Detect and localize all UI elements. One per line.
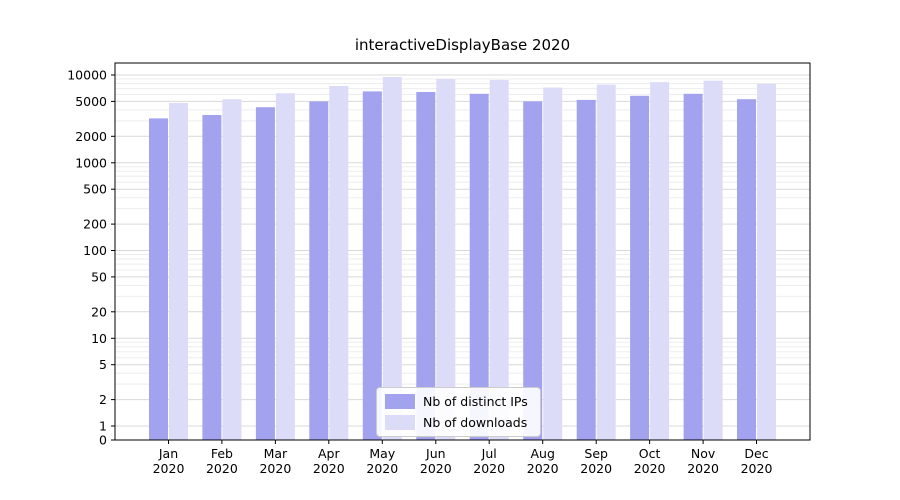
svg-text:2020: 2020 xyxy=(366,461,398,476)
legend-label-distinct-ips: Nb of distinct IPs xyxy=(423,394,528,409)
svg-text:2020: 2020 xyxy=(259,461,291,476)
svg-text:1000: 1000 xyxy=(75,155,107,170)
svg-text:Oct: Oct xyxy=(639,446,661,461)
svg-text:Dec: Dec xyxy=(744,446,768,461)
svg-text:500: 500 xyxy=(83,182,107,197)
svg-text:Mar: Mar xyxy=(264,446,288,461)
svg-text:50: 50 xyxy=(91,269,107,284)
svg-text:2020: 2020 xyxy=(473,461,505,476)
svg-text:Nov: Nov xyxy=(691,446,716,461)
svg-text:10000: 10000 xyxy=(67,68,107,83)
svg-text:2020: 2020 xyxy=(741,461,773,476)
svg-text:2020: 2020 xyxy=(313,461,345,476)
svg-text:5000: 5000 xyxy=(75,94,107,109)
svg-text:2020: 2020 xyxy=(527,461,559,476)
svg-text:Sep: Sep xyxy=(584,446,608,461)
svg-text:20: 20 xyxy=(91,304,107,319)
svg-text:100: 100 xyxy=(83,243,107,258)
svg-text:Jul: Jul xyxy=(481,446,497,461)
legend: Nb of distinct IPs Nb of downloads xyxy=(376,387,541,437)
svg-text:Jan: Jan xyxy=(158,446,178,461)
svg-text:Aug: Aug xyxy=(530,446,554,461)
legend-item-distinct-ips: Nb of distinct IPs xyxy=(385,394,528,409)
legend-swatch-downloads xyxy=(385,415,415,430)
legend-item-downloads: Nb of downloads xyxy=(385,415,528,430)
svg-text:2000: 2000 xyxy=(75,129,107,144)
legend-label-downloads: Nb of downloads xyxy=(423,415,528,430)
svg-text:2020: 2020 xyxy=(580,461,612,476)
svg-text:0: 0 xyxy=(99,433,107,448)
svg-text:2: 2 xyxy=(99,392,107,407)
svg-text:Feb: Feb xyxy=(211,446,233,461)
svg-text:Apr: Apr xyxy=(318,446,340,461)
svg-text:May: May xyxy=(369,446,395,461)
svg-text:2020: 2020 xyxy=(206,461,238,476)
svg-text:2020: 2020 xyxy=(420,461,452,476)
svg-text:1: 1 xyxy=(99,419,107,434)
legend-swatch-distinct-ips xyxy=(385,394,415,409)
chart-title: interactiveDisplayBase 2020 xyxy=(354,36,571,54)
svg-text:2020: 2020 xyxy=(153,461,185,476)
svg-text:200: 200 xyxy=(83,217,107,232)
svg-text:2020: 2020 xyxy=(687,461,719,476)
svg-text:10: 10 xyxy=(91,331,107,346)
svg-text:2020: 2020 xyxy=(634,461,666,476)
svg-text:Jun: Jun xyxy=(425,446,446,461)
svg-text:5: 5 xyxy=(99,357,107,372)
